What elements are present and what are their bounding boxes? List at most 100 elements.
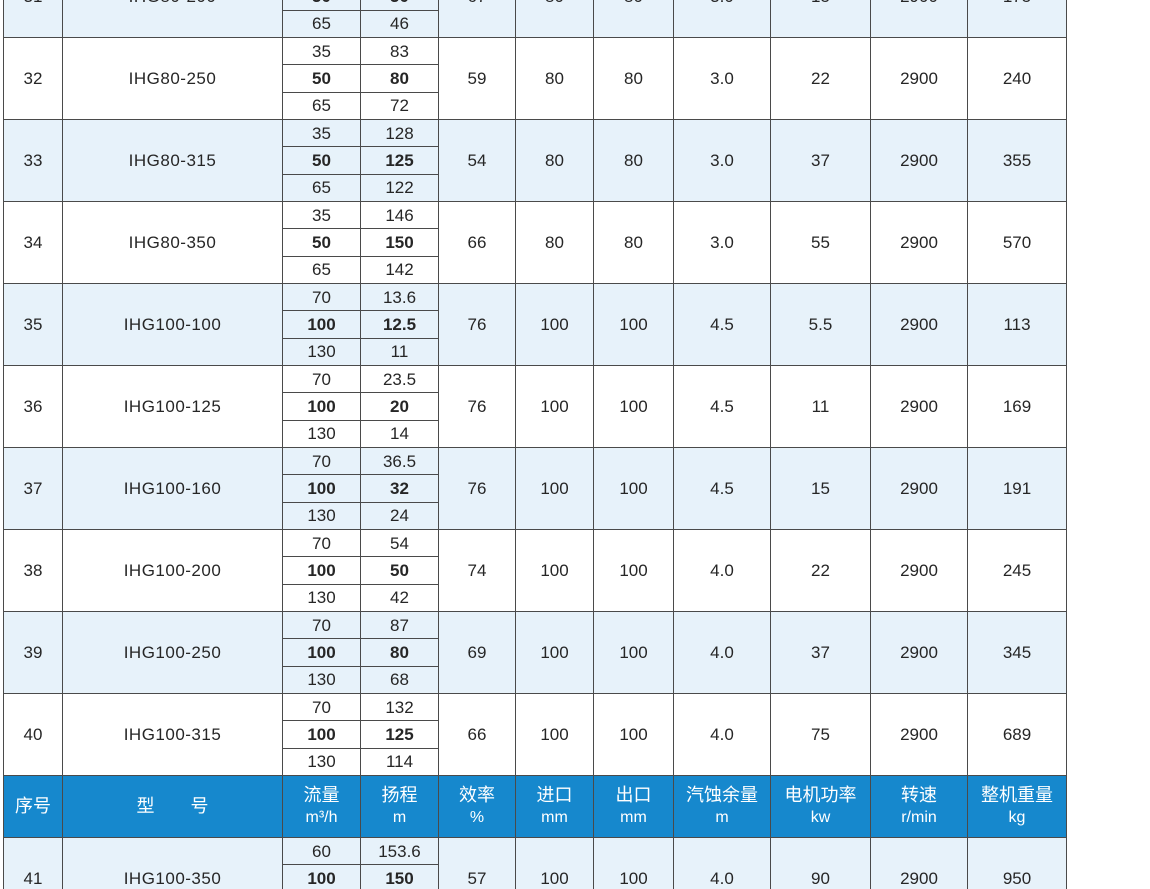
cell-seq: 40 [3, 692, 63, 776]
column-header-unit: mm [541, 808, 568, 826]
cell-speed: 2900 [870, 36, 968, 120]
cell-head: 80 [360, 64, 439, 93]
cell-head: 80 [360, 638, 439, 667]
table-row: 36 IHG100-125 70 23.5 76 100 100 4.5 11 2900 169 [3, 364, 1067, 448]
cell-outlet: 80 [593, 0, 674, 38]
table-row: 100 20 [4, 392, 1067, 421]
column-header: 汽蚀余量 m [673, 774, 771, 838]
table-row: 65 122 [4, 173, 1067, 202]
table-row: 34 IHG80-350 35 146 66 80 80 3.0 55 2900 570 [3, 200, 1067, 284]
cell-efficiency: 67 [438, 0, 516, 38]
cell-inlet: 100 [515, 528, 594, 612]
cell-npsh: 4.0 [673, 692, 771, 776]
cell-seq: 31 [3, 0, 63, 38]
cell-flow: 60 [282, 836, 361, 866]
cell-speed: 2900 [870, 610, 968, 694]
column-header-unit: m [392, 808, 407, 826]
cell-flow: 130 [282, 747, 361, 776]
column-header: 电机功率 kw [770, 774, 871, 838]
column-header: 效率% [438, 774, 516, 838]
table-row: 100 50 [4, 556, 1067, 585]
cell-inlet: 100 [515, 446, 594, 530]
cell-flow: 70 [282, 364, 361, 394]
cell-seq: 39 [3, 610, 63, 694]
cell-head: 125 [360, 720, 439, 749]
table-row: 32 IHG80-250 35 83 59 80 80 3.0 22 2900 240 [3, 36, 1067, 120]
cell-power: 22 [770, 528, 871, 612]
cell-weight: 950 [967, 836, 1067, 889]
cell-outlet: 80 [593, 36, 674, 120]
column-header: 进口 mm [515, 774, 594, 838]
cell-flow: 70 [282, 528, 361, 558]
cell-power: 55 [770, 200, 871, 284]
cell-flow: 70 [282, 610, 361, 640]
cell-speed: 2900 [870, 446, 968, 530]
table-row: 40 IHG100-315 70 132 66 100 100 4.0 75 2900 689 [3, 692, 1067, 776]
cell-head: 13.6 [360, 282, 439, 312]
cell-inlet: 80 [515, 36, 594, 120]
cell-head: 32 [360, 474, 439, 503]
column-header-unit: mm [620, 808, 647, 826]
cell-seq: 33 [3, 118, 63, 202]
cell-flow: 130 [282, 583, 361, 612]
table-row: 100 150 [4, 864, 1067, 889]
column-header: 流量 m³/h [282, 774, 361, 838]
cell-npsh: 4.0 [673, 610, 771, 694]
cell-outlet: 100 [593, 282, 674, 366]
cell-head: 150 [360, 864, 439, 889]
cell-power: 37 [770, 610, 871, 694]
column-header-unit: m [715, 808, 729, 826]
table-row: 50 80 [4, 64, 1067, 93]
cell-npsh: 4.5 [673, 364, 771, 448]
column-header: 扬程 m [360, 774, 439, 838]
cell-seq: 34 [3, 200, 63, 284]
table-row: 130 68 [4, 665, 1067, 694]
cell-model: IHG100-315 [62, 692, 283, 776]
cell-seq: 41 [3, 836, 63, 889]
column-header-unit: r/min [901, 808, 937, 826]
cell-flow: 65 [282, 173, 361, 202]
column-header-label: 整机重量 [981, 785, 1053, 806]
cell-model: IHG100-200 [62, 528, 283, 612]
cell-speed: 2900 [870, 528, 968, 612]
cell-flow: 50 [282, 0, 361, 11]
cell-weight: 113 [967, 282, 1067, 366]
cell-model: IHG100-125 [62, 364, 283, 448]
cell-efficiency: 74 [438, 528, 516, 612]
cell-head: 87 [360, 610, 439, 640]
cell-seq: 36 [3, 364, 63, 448]
header-row: 序号 型 号 流量 m³/h 扬程 m 效率% 进口 mm 出口 mm 汽蚀余量 m 电机功率 kw 转速 r/… [3, 774, 1067, 838]
column-header-label: 流量 [303, 785, 340, 806]
cell-inlet: 80 [515, 0, 594, 38]
column-header-label: 进口 [536, 785, 573, 806]
table-row: 38 IHG100-200 70 54 74 100 100 4.0 22 2900 245 [3, 528, 1067, 612]
cell-power: 37 [770, 118, 871, 202]
cell-efficiency: 69 [438, 610, 516, 694]
cell-head: 23.5 [360, 364, 439, 394]
cell-head: 46 [360, 9, 439, 38]
cell-flow: 50 [282, 146, 361, 175]
cell-flow: 100 [282, 392, 361, 421]
table-row: 50 125 [4, 146, 1067, 175]
cell-weight: 191 [967, 446, 1067, 530]
cell-flow: 65 [282, 9, 361, 38]
table-row: 130 42 [4, 583, 1067, 612]
table-row: 130 24 [4, 501, 1067, 530]
cell-flow: 100 [282, 556, 361, 585]
cell-head: 146 [360, 200, 439, 230]
cell-head: 72 [360, 91, 439, 120]
cell-npsh: 4.5 [673, 282, 771, 366]
cell-outlet: 100 [593, 610, 674, 694]
cell-flow: 100 [282, 474, 361, 503]
cell-flow: 100 [282, 720, 361, 749]
cell-head: 83 [360, 36, 439, 66]
cell-outlet: 80 [593, 118, 674, 202]
cell-inlet: 100 [515, 282, 594, 366]
cell-outlet: 100 [593, 364, 674, 448]
cell-model: IHG100-100 [62, 282, 283, 366]
cell-speed: 2900 [870, 0, 968, 38]
cell-inlet: 100 [515, 364, 594, 448]
cell-head: 36.5 [360, 446, 439, 476]
cell-weight: 355 [967, 118, 1067, 202]
